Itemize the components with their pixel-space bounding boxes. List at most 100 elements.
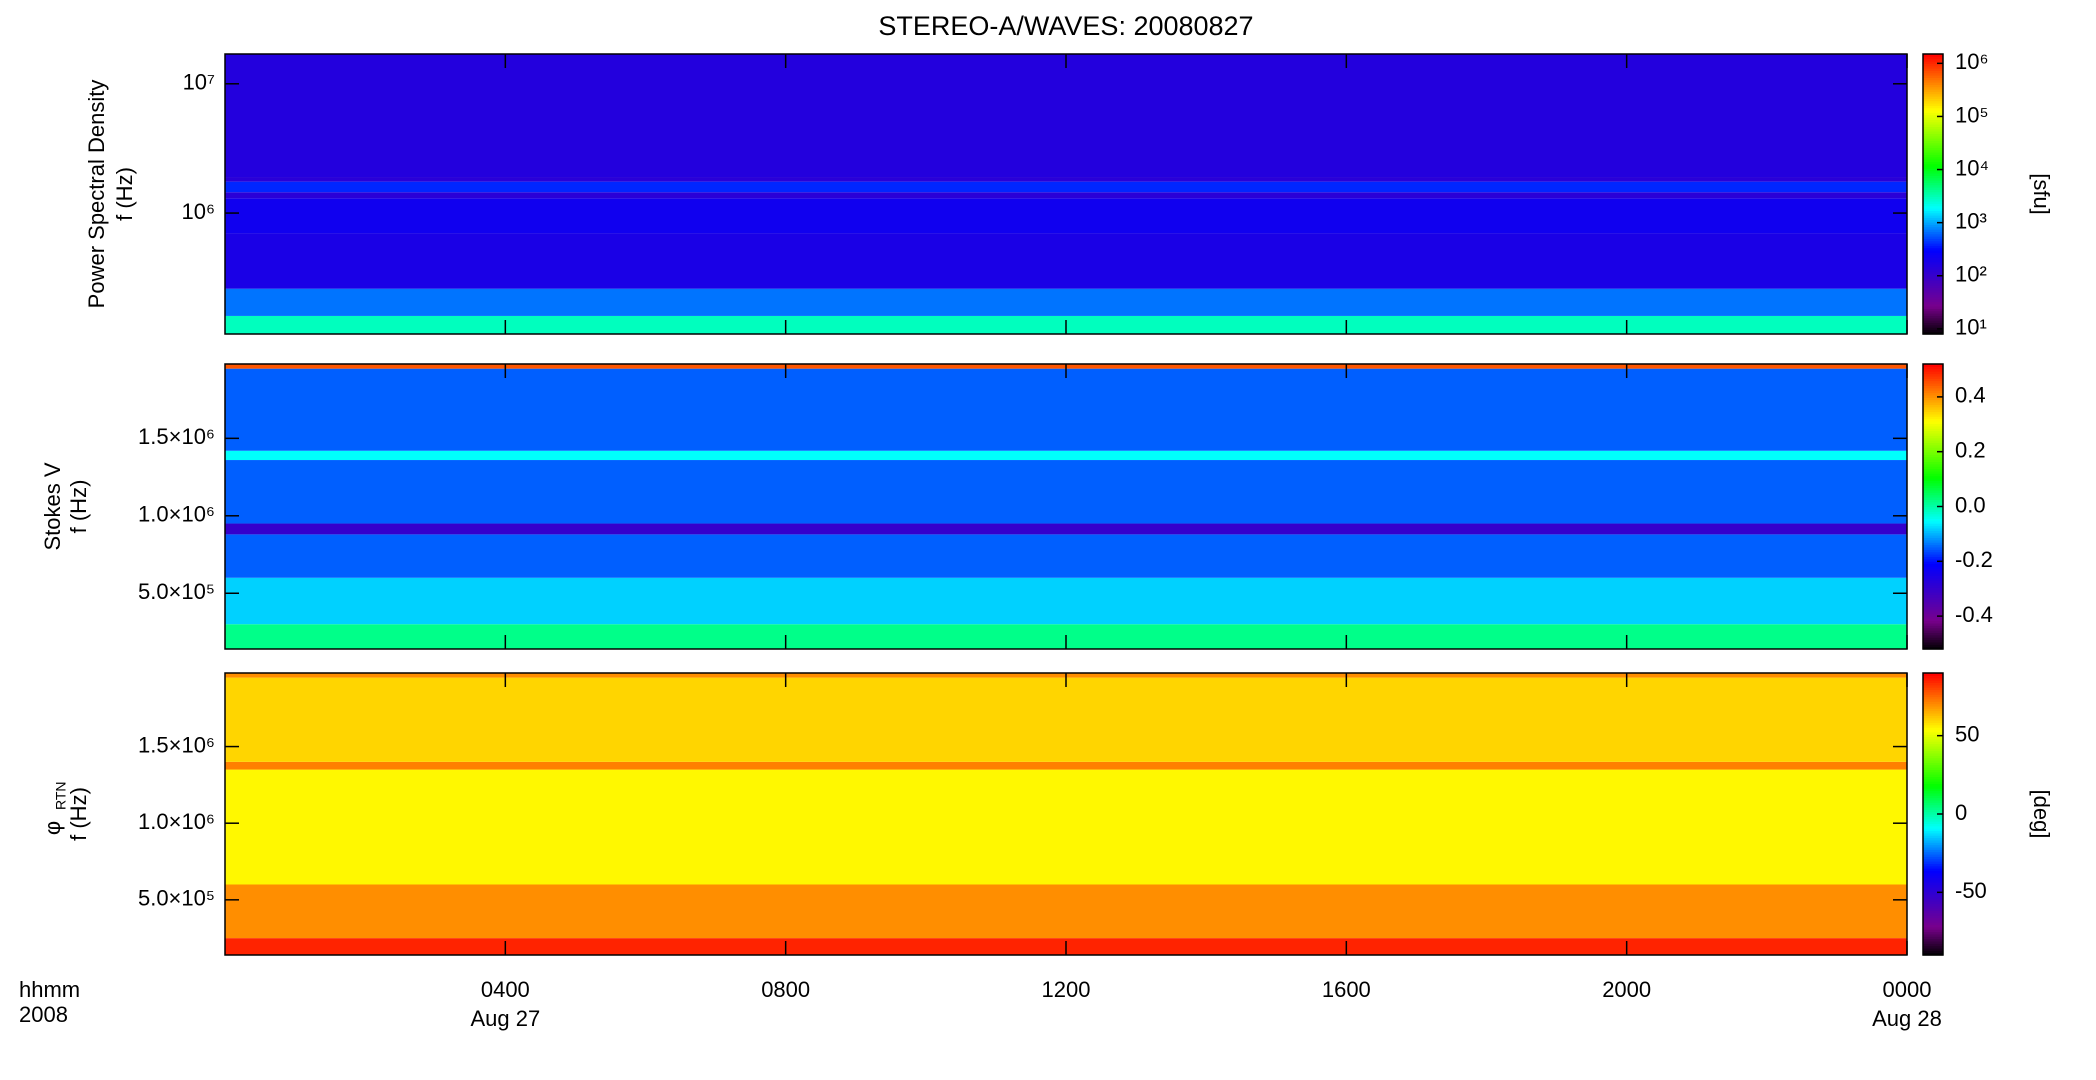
colorbar-cell: [1923, 708, 1943, 712]
colorbar-cell: [1923, 703, 1943, 707]
colorbar-cell: [1923, 755, 1943, 759]
colorbar-tick-label: 10³: [1955, 208, 1987, 233]
colorbar-cell: [1923, 210, 1943, 214]
colorbar-cell: [1923, 797, 1943, 801]
colorbar-cell: [1923, 58, 1943, 62]
colorbar-cell: [1923, 646, 1943, 650]
colorbar-cell: [1923, 138, 1943, 141]
x-label: hhmm: [19, 977, 80, 1002]
colorbar-cell: [1923, 736, 1943, 740]
colorbar-cell: [1923, 285, 1943, 288]
colorbar-cell: [1923, 908, 1943, 911]
colorbar-cell: [1923, 592, 1943, 595]
colorbar-cell: [1923, 327, 1943, 330]
colorbar-cell: [1923, 795, 1943, 799]
colorbar-cell: [1923, 70, 1943, 74]
x-tick-label: 2000: [1602, 977, 1651, 1002]
x-label: 2008: [19, 1002, 68, 1027]
colorbar-cell: [1923, 184, 1943, 188]
y-tick-label: 5.0×10⁵: [138, 579, 215, 604]
colorbar-cell: [1923, 950, 1943, 954]
y-label-group: f (Hz): [66, 787, 91, 841]
colorbar-cell: [1923, 828, 1943, 832]
colorbar-cell: [1923, 250, 1943, 253]
colorbar-cell: [1923, 63, 1943, 67]
colorbar-cell: [1923, 315, 1943, 319]
colorbar-cell: [1923, 532, 1943, 536]
colorbar-cell: [1923, 818, 1943, 822]
colorbar-cell: [1923, 399, 1943, 403]
colorbar-cell: [1923, 475, 1943, 479]
colorbar-cell: [1923, 468, 1943, 472]
colorbar-cell: [1923, 152, 1943, 155]
spectrogram-band: [225, 288, 1907, 316]
colorbar-cell: [1923, 91, 1943, 95]
colorbar-cell: [1923, 641, 1943, 645]
colorbar-cell: [1923, 126, 1943, 130]
colorbar-cell: [1923, 573, 1943, 576]
colorbar-cell: [1923, 261, 1943, 265]
colorbar-cell: [1923, 492, 1943, 496]
colorbar-cell: [1923, 823, 1943, 827]
colorbar-cell: [1923, 910, 1943, 914]
y-tick-label: 1.5×10⁶: [138, 732, 215, 757]
colorbar-cell: [1923, 523, 1943, 527]
colorbar-cell: [1923, 853, 1943, 857]
colorbar-cell: [1923, 320, 1943, 323]
colorbar-cell: [1923, 175, 1943, 179]
colorbar-cell: [1923, 675, 1943, 679]
colorbar-cell: [1923, 79, 1943, 83]
colorbar-cell: [1923, 435, 1943, 439]
x-tick-label: 1600: [1322, 977, 1371, 1002]
spectrogram-band: [225, 198, 1907, 234]
colorbar-cell: [1923, 266, 1943, 270]
colorbar-cell: [1923, 77, 1943, 81]
colorbar-cell: [1923, 682, 1943, 686]
colorbar-cell: [1923, 594, 1943, 598]
colorbar-cell: [1923, 717, 1943, 721]
colorbar-cell: [1923, 187, 1943, 190]
colorbar-cell: [1923, 748, 1943, 752]
colorbar-cell: [1923, 743, 1943, 747]
colorbar-cell: [1923, 205, 1943, 209]
colorbar-cell: [1923, 929, 1943, 933]
y-tick-label: 5.0×10⁵: [138, 886, 215, 911]
colorbar-cell: [1923, 482, 1943, 486]
colorbar-cell: [1923, 762, 1943, 766]
y-label-group: f (Hz): [66, 480, 91, 534]
colorbar-cell: [1923, 851, 1943, 855]
colorbar-cell: [1923, 776, 1943, 780]
colorbar-cell: [1923, 170, 1943, 174]
colorbar-cell: [1923, 558, 1943, 562]
colorbar-cell: [1923, 832, 1943, 836]
colorbar-cell: [1923, 861, 1943, 864]
colorbar-cell: [1923, 383, 1943, 386]
colorbar-cell: [1923, 212, 1943, 216]
colorbar-cell: [1923, 461, 1943, 465]
colorbar-cell: [1923, 809, 1943, 813]
colorbar-cell: [1923, 180, 1943, 183]
colorbar-cell: [1923, 511, 1943, 515]
colorbar-cell: [1923, 858, 1943, 862]
colorbar-cell: [1923, 203, 1943, 207]
colorbar-tick-label: 10⁶: [1955, 49, 1989, 74]
colorbar-cell: [1923, 729, 1943, 733]
spectrogram-band: [225, 450, 1907, 461]
colorbar-cell: [1923, 423, 1943, 427]
colorbar-cell: [1923, 741, 1943, 745]
colorbar-frame: [1922, 53, 1944, 335]
colorbar-cell: [1923, 54, 1943, 57]
colorbar-cell: [1923, 273, 1943, 277]
colorbar-cell: [1923, 215, 1943, 218]
colorbar-cell: [1923, 466, 1943, 470]
colorbar-cell: [1923, 872, 1943, 876]
colorbar-cell: [1923, 608, 1943, 612]
colorbar-cell: [1923, 119, 1943, 123]
colorbar-cell: [1923, 844, 1943, 848]
colorbar-cell: [1923, 886, 1943, 890]
colorbar-cell: [1923, 425, 1943, 429]
colorbar-cell: [1923, 781, 1943, 785]
colorbar-cell: [1923, 915, 1943, 918]
colorbar-cell: [1923, 121, 1943, 125]
spectrogram-band: [225, 192, 1907, 199]
